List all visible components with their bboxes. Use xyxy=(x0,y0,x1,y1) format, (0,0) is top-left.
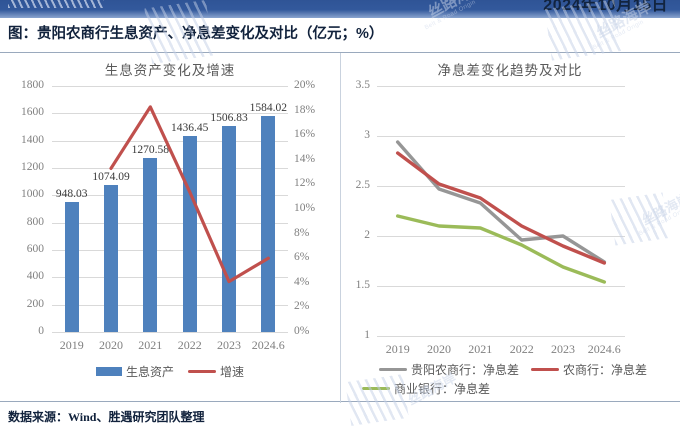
y-tick-label: 1600 xyxy=(21,106,44,119)
chart-panel-interest-earning-assets: 生息资产变化及增速 948.03 1074.09 1270.58 1436.45 150… xyxy=(0,53,341,403)
gridline xyxy=(52,86,288,87)
bar-value-label: 1074.09 xyxy=(92,171,130,184)
bar xyxy=(104,185,118,332)
x-tick-label: 2019 xyxy=(385,342,410,356)
gridline xyxy=(52,222,288,224)
y-tick-label: 1200 xyxy=(21,161,44,173)
bar xyxy=(64,202,79,332)
gridline xyxy=(377,136,625,137)
bar xyxy=(143,158,158,332)
legend-item-rcb-nim: 农商行：净息差 xyxy=(531,361,647,378)
legend-label: 生息资产 xyxy=(125,365,174,379)
y2-tick-label: 14% xyxy=(294,152,316,165)
data-source-label: 数据来源： xyxy=(8,410,69,424)
y-tick-label: 1 xyxy=(364,329,370,341)
bar-value-label: 1436.45 xyxy=(171,121,209,134)
line-swatch-icon xyxy=(378,367,407,372)
legend-item-assets: 生息资产 xyxy=(95,363,174,380)
legend-label: 商业银行：净息差 xyxy=(394,382,491,396)
bar-value-label: 948.03 xyxy=(55,188,88,201)
y2-tick-label: 0% xyxy=(294,325,310,337)
y2-tick-label: 16% xyxy=(294,128,316,141)
line-swatch-icon xyxy=(362,386,390,391)
gridline xyxy=(377,186,625,187)
data-source-value: Wind、胜遇研究团队整理 xyxy=(68,410,205,424)
left-plot-area: 948.03 1074.09 1270.58 1436.45 1506.83 1584.0… xyxy=(52,86,288,333)
gridline xyxy=(52,140,288,142)
y-tick-label: 1000 xyxy=(21,188,44,201)
y-tick-label: 400 xyxy=(26,270,44,283)
bar-value-label: 1584.02 xyxy=(249,101,287,114)
right-chart-title: 净息差变化趋势及对比 xyxy=(437,63,583,78)
header-date: 2024年10月15日 xyxy=(543,0,668,14)
gridline xyxy=(52,250,288,251)
y2-tick-label: 12% xyxy=(294,177,316,190)
y-tick-label: 800 xyxy=(26,215,44,228)
watermark-text: 丝路海岸 Belt & Road Origin xyxy=(592,0,654,52)
right-legend: 贵阳农商行：净息差 农商行：净息差 商业银行：净息差 xyxy=(346,359,680,397)
line-swatch-icon xyxy=(188,369,216,374)
series-lines xyxy=(109,105,270,284)
gridline xyxy=(52,277,288,279)
y2-tick-label: 6% xyxy=(294,251,310,264)
y-tick-label: 600 xyxy=(26,243,44,255)
left-legend: 生息资产 增速 xyxy=(0,361,340,380)
bar xyxy=(261,115,276,332)
x-tick-label: 2020 xyxy=(427,342,451,356)
gridline xyxy=(52,304,288,306)
right-plot-area xyxy=(377,86,625,337)
x-tick-label: 2022 xyxy=(509,342,534,356)
x-tick-label: 2023 xyxy=(551,342,575,356)
x-tick-label: 2021 xyxy=(138,338,163,352)
y-tick-label: 2.5 xyxy=(355,179,370,191)
y-tick-label: 3.5 xyxy=(355,79,370,91)
line-swatch-icon xyxy=(531,367,559,372)
y2-tick-label: 10% xyxy=(294,202,316,214)
gridline xyxy=(52,332,288,333)
bar-value-label: 1270.58 xyxy=(131,144,169,157)
chart-panel-net-interest-margin: 净息差变化趋势及对比 1 1.5 2 2.5 3 3.5 2019 2020 2021 2022… xyxy=(340,53,680,403)
x-tick-label: 2022 xyxy=(177,338,202,352)
bar-value-label: 1506.83 xyxy=(210,112,248,125)
x-tick-label: 2019 xyxy=(59,338,84,352)
data-source: 数据来源：Wind、胜遇研究团队整理 xyxy=(8,408,204,425)
legend-item-guiyang-nim: 贵阳农商行：净息差 xyxy=(378,361,519,378)
y-tick-label: 2 xyxy=(364,229,370,241)
y2-tick-label: 2% xyxy=(294,300,310,313)
gridline xyxy=(377,286,625,287)
page-title: 图：贵阳农商行生息资产、净息差变化及对比（亿元；%） xyxy=(8,26,384,42)
y-tick-label: 1.5 xyxy=(355,279,370,291)
y-tick-label: 0 xyxy=(38,325,44,337)
left-chart-title: 生息资产变化及增速 xyxy=(104,63,236,78)
legend-label: 增速 xyxy=(220,365,245,379)
y2-tick-label: 18% xyxy=(294,103,316,116)
legend-label: 农商行：净息差 xyxy=(563,363,648,377)
gridline xyxy=(377,86,625,87)
y-tick-label: 1400 xyxy=(21,133,44,146)
y-tick-label: 3 xyxy=(364,129,370,141)
y-tick-label: 200 xyxy=(26,297,44,310)
gridline xyxy=(377,336,625,337)
x-tick-label: 2024.6 xyxy=(587,342,621,356)
x-tick-label: 2021 xyxy=(468,342,493,356)
gridline xyxy=(52,113,288,115)
header-hatch-decoration xyxy=(8,0,104,8)
gridline xyxy=(52,195,288,197)
x-tick-label: 2023 xyxy=(217,338,241,352)
legend-label: 贵阳农商行：净息差 xyxy=(410,363,519,377)
legend-item-growth: 增速 xyxy=(188,363,244,380)
watermark-text-en: Belt & Road Origin xyxy=(592,19,646,52)
series-lines xyxy=(395,140,607,284)
y2-tick-label: 8% xyxy=(294,226,310,239)
chart-frame: 生息资产变化及增速 948.03 1074.09 1270.58 1436.45 150… xyxy=(0,52,680,403)
x-tick-label: 2024.6 xyxy=(251,338,285,352)
bar-swatch-icon xyxy=(95,367,122,376)
y2-tick-label: 20% xyxy=(294,79,316,91)
y2-tick-label: 4% xyxy=(294,275,310,288)
gridline xyxy=(52,168,288,169)
y-tick-label: 1800 xyxy=(21,79,44,91)
legend-item-commercial-bank-nim: 商业银行：净息差 xyxy=(362,380,490,397)
x-tick-label: 2020 xyxy=(99,338,123,352)
